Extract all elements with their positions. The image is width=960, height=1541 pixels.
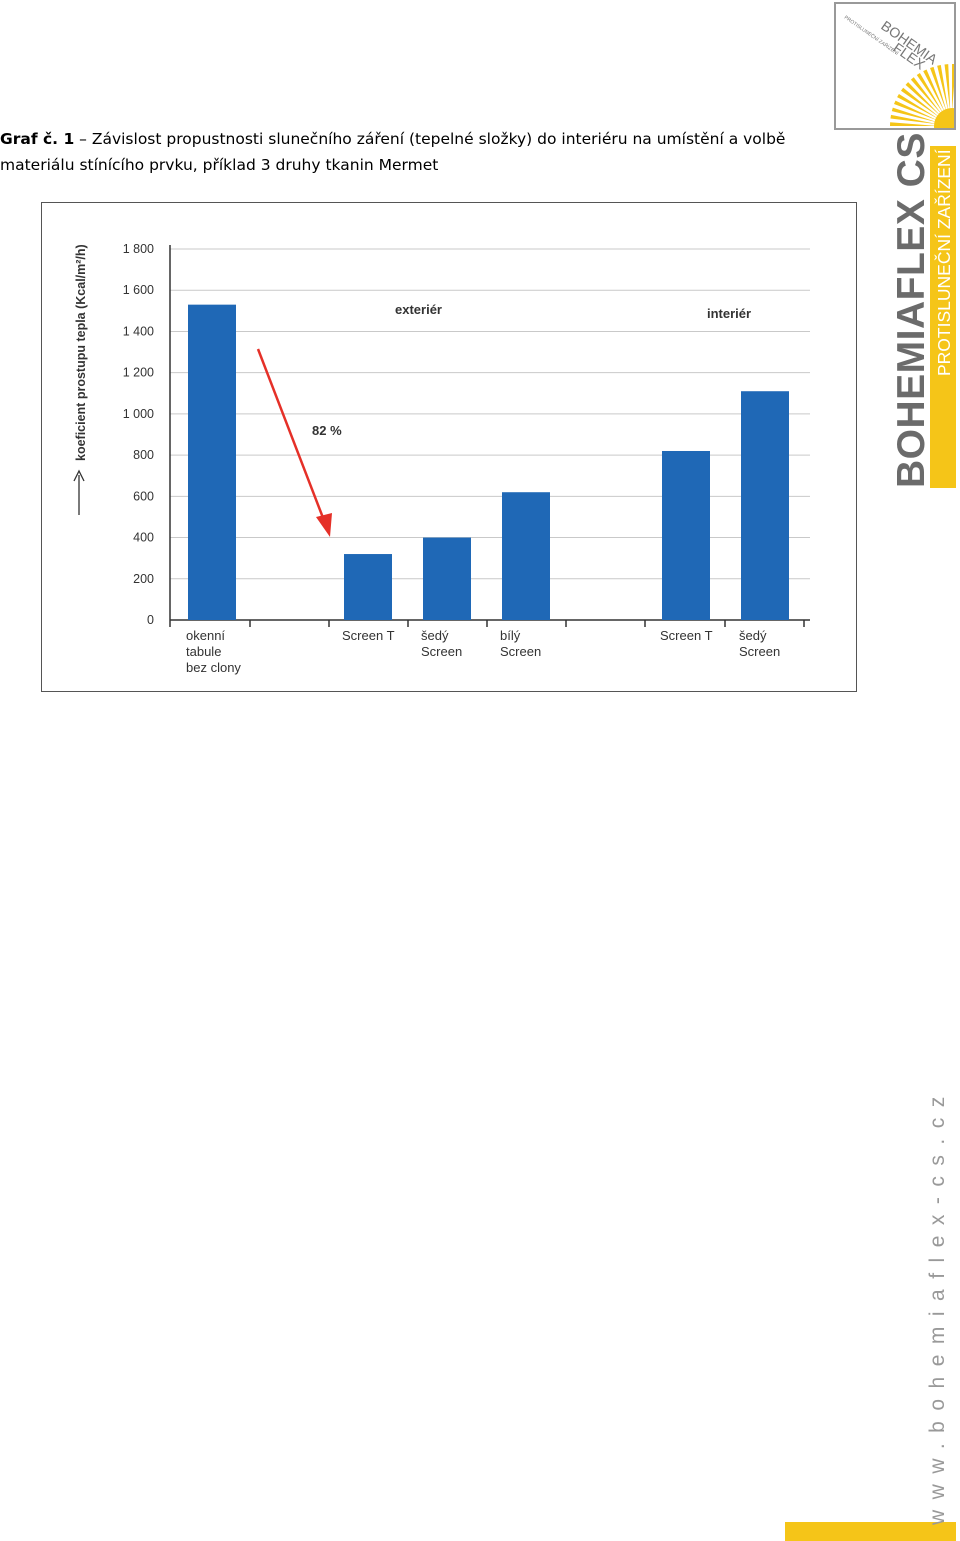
x-tick-label: Screen T [660, 628, 713, 643]
logo-ray [905, 82, 942, 117]
bar [423, 537, 471, 620]
group-label-interier: interiér [707, 306, 751, 321]
logo-ray [923, 69, 946, 114]
group-label-exterier: exteriér [395, 302, 442, 317]
y-axis-title-arrowhead [73, 469, 85, 482]
bar-chart: 0 200 400 600 800 1 000 1 200 1 400 1 600 1 800 o… [73, 242, 810, 675]
bar [344, 554, 392, 620]
caption-text: – Závislost propustnosti slunečního záře… [0, 130, 786, 174]
x-tick-label: tabule [186, 644, 221, 659]
logo-ray [890, 114, 939, 125]
website-url: www.bohemiaflex-cs.cz [926, 1086, 949, 1525]
logo-ray [952, 64, 956, 112]
y-tick-label: 1 600 [123, 283, 154, 297]
x-tick-label: bez clony [186, 660, 241, 675]
bar [741, 391, 789, 620]
bar [188, 304, 236, 620]
logo-ray [897, 93, 940, 120]
x-tick-label: bílý [500, 628, 521, 643]
logo-sun [934, 108, 960, 144]
bar [662, 450, 710, 620]
y-tick-label: 600 [133, 489, 154, 503]
caption-label: Graf č. 1 [0, 130, 75, 148]
bar [502, 492, 550, 620]
website-accent-band [785, 1522, 956, 1541]
logo-ray [900, 87, 941, 119]
logo-ray [937, 65, 949, 113]
figure-caption: Graf č. 1 – Závislost propustnosti slune… [0, 126, 860, 178]
y-tick-label: 1 800 [123, 242, 154, 256]
side-brand-subtitle: PROTISLUNEČNÍ ZAŘÍZENÍ [934, 149, 954, 376]
x-tick-label: Screen [500, 644, 541, 659]
logo-ray [894, 100, 939, 122]
side-accent-band [930, 146, 956, 488]
chart-frame: 0 200 400 600 800 1 000 1 200 1 400 1 600 1 800 o… [41, 202, 857, 692]
reduction-arrowhead [316, 513, 332, 537]
logo-sunburst-icon: BOHEMIA FLEX PROTISLUNEČNÍ ZAŘÍZENÍ [843, 13, 960, 144]
y-axis-title: koeficient prostupu tepla (Kcal/m²/h) [74, 244, 88, 461]
x-tick-label: Screen [421, 644, 462, 659]
x-tick-label: šedý [421, 628, 449, 643]
logo-ray [944, 64, 951, 113]
logo-ray [891, 107, 939, 123]
company-logo: BOHEMIA FLEX PROTISLUNEČNÍ ZAŘÍZENÍ [834, 2, 960, 144]
y-tick-label: 1 400 [123, 324, 154, 338]
y-tick-label: 1 200 [123, 366, 154, 380]
side-brand-title: BOHEMIAFLEX CS [890, 132, 933, 488]
y-tick-label: 400 [133, 531, 154, 545]
x-tick-label: šedý [739, 628, 767, 643]
y-tick-label: 1 000 [123, 407, 154, 421]
x-tick-label: Screen [739, 644, 780, 659]
y-tick-label: 800 [133, 448, 154, 462]
reduction-arrow [256, 348, 327, 524]
logo-ray [916, 72, 945, 115]
y-tick-label: 0 [147, 613, 154, 627]
logo-ray [930, 66, 948, 113]
x-tick-label: okenní [186, 628, 225, 643]
logo-ray [890, 122, 938, 126]
logo-ray [910, 77, 943, 116]
reduction-label: 82 % [312, 423, 342, 438]
y-tick-label: 200 [133, 572, 154, 586]
x-tick-label: Screen T [342, 628, 395, 643]
